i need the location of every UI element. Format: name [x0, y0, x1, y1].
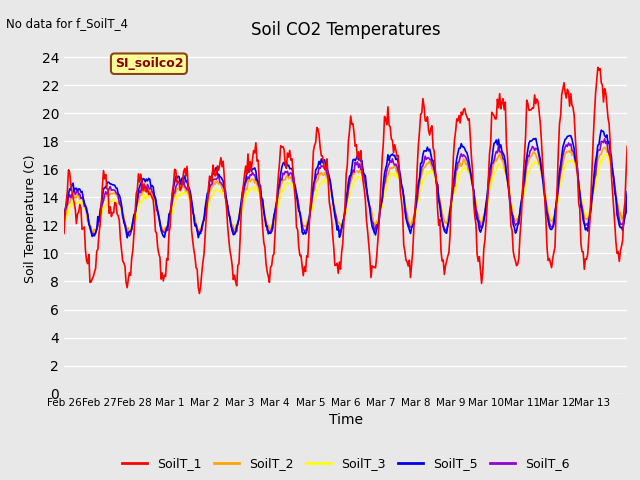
SoilT_2: [60, 219, 68, 225]
SoilT_3: [366, 204, 374, 210]
SoilT_2: [332, 214, 340, 219]
SoilT_2: [623, 192, 631, 197]
Text: SI_soilco2: SI_soilco2: [115, 57, 183, 70]
SoilT_2: [88, 231, 96, 237]
SoilT_2: [601, 144, 609, 150]
SoilT_1: [332, 262, 340, 268]
SoilT_5: [124, 235, 131, 240]
SoilT_1: [612, 239, 620, 245]
SoilT_1: [196, 290, 204, 296]
SoilT_6: [612, 194, 620, 200]
SoilT_5: [623, 189, 631, 194]
SoilT_5: [597, 127, 605, 133]
Line: SoilT_6: SoilT_6: [64, 139, 627, 236]
SoilT_6: [332, 213, 340, 219]
Legend: SoilT_1, SoilT_2, SoilT_3, SoilT_5, SoilT_6: SoilT_1, SoilT_2, SoilT_3, SoilT_5, Soil…: [116, 453, 575, 475]
SoilT_5: [523, 154, 531, 160]
SoilT_3: [329, 196, 337, 202]
SoilT_1: [594, 64, 602, 70]
SoilT_3: [603, 151, 611, 157]
SoilT_2: [397, 179, 404, 184]
SoilT_6: [60, 217, 68, 223]
SoilT_6: [125, 233, 133, 239]
Line: SoilT_2: SoilT_2: [64, 147, 627, 234]
SoilT_6: [601, 136, 609, 142]
SoilT_6: [329, 196, 337, 202]
SoilT_3: [612, 189, 620, 195]
SoilT_3: [523, 177, 531, 183]
SoilT_1: [623, 144, 631, 149]
SoilT_2: [366, 205, 374, 211]
SoilT_3: [88, 231, 96, 237]
SoilT_1: [523, 97, 531, 103]
SoilT_5: [397, 172, 404, 178]
SoilT_5: [329, 197, 337, 203]
X-axis label: Time: Time: [328, 413, 363, 427]
SoilT_3: [60, 224, 68, 229]
SoilT_3: [397, 176, 404, 181]
SoilT_6: [523, 160, 531, 166]
SoilT_2: [329, 195, 337, 201]
SoilT_1: [366, 254, 374, 260]
Text: No data for f_SoilT_4: No data for f_SoilT_4: [6, 17, 129, 30]
SoilT_5: [60, 214, 68, 220]
SoilT_3: [623, 197, 631, 203]
SoilT_1: [329, 231, 337, 237]
SoilT_6: [366, 204, 374, 209]
SoilT_2: [612, 191, 620, 197]
Line: SoilT_5: SoilT_5: [64, 130, 627, 238]
Line: SoilT_3: SoilT_3: [64, 154, 627, 234]
SoilT_3: [332, 211, 340, 216]
SoilT_1: [60, 230, 68, 236]
SoilT_2: [523, 164, 531, 170]
Line: SoilT_1: SoilT_1: [64, 67, 627, 293]
SoilT_6: [623, 193, 631, 199]
SoilT_5: [332, 218, 340, 224]
SoilT_5: [366, 207, 374, 213]
SoilT_5: [612, 195, 620, 201]
Y-axis label: Soil Temperature (C): Soil Temperature (C): [24, 154, 37, 283]
Title: Soil CO2 Temperatures: Soil CO2 Temperatures: [251, 21, 440, 39]
SoilT_6: [397, 177, 404, 183]
SoilT_1: [397, 189, 404, 194]
